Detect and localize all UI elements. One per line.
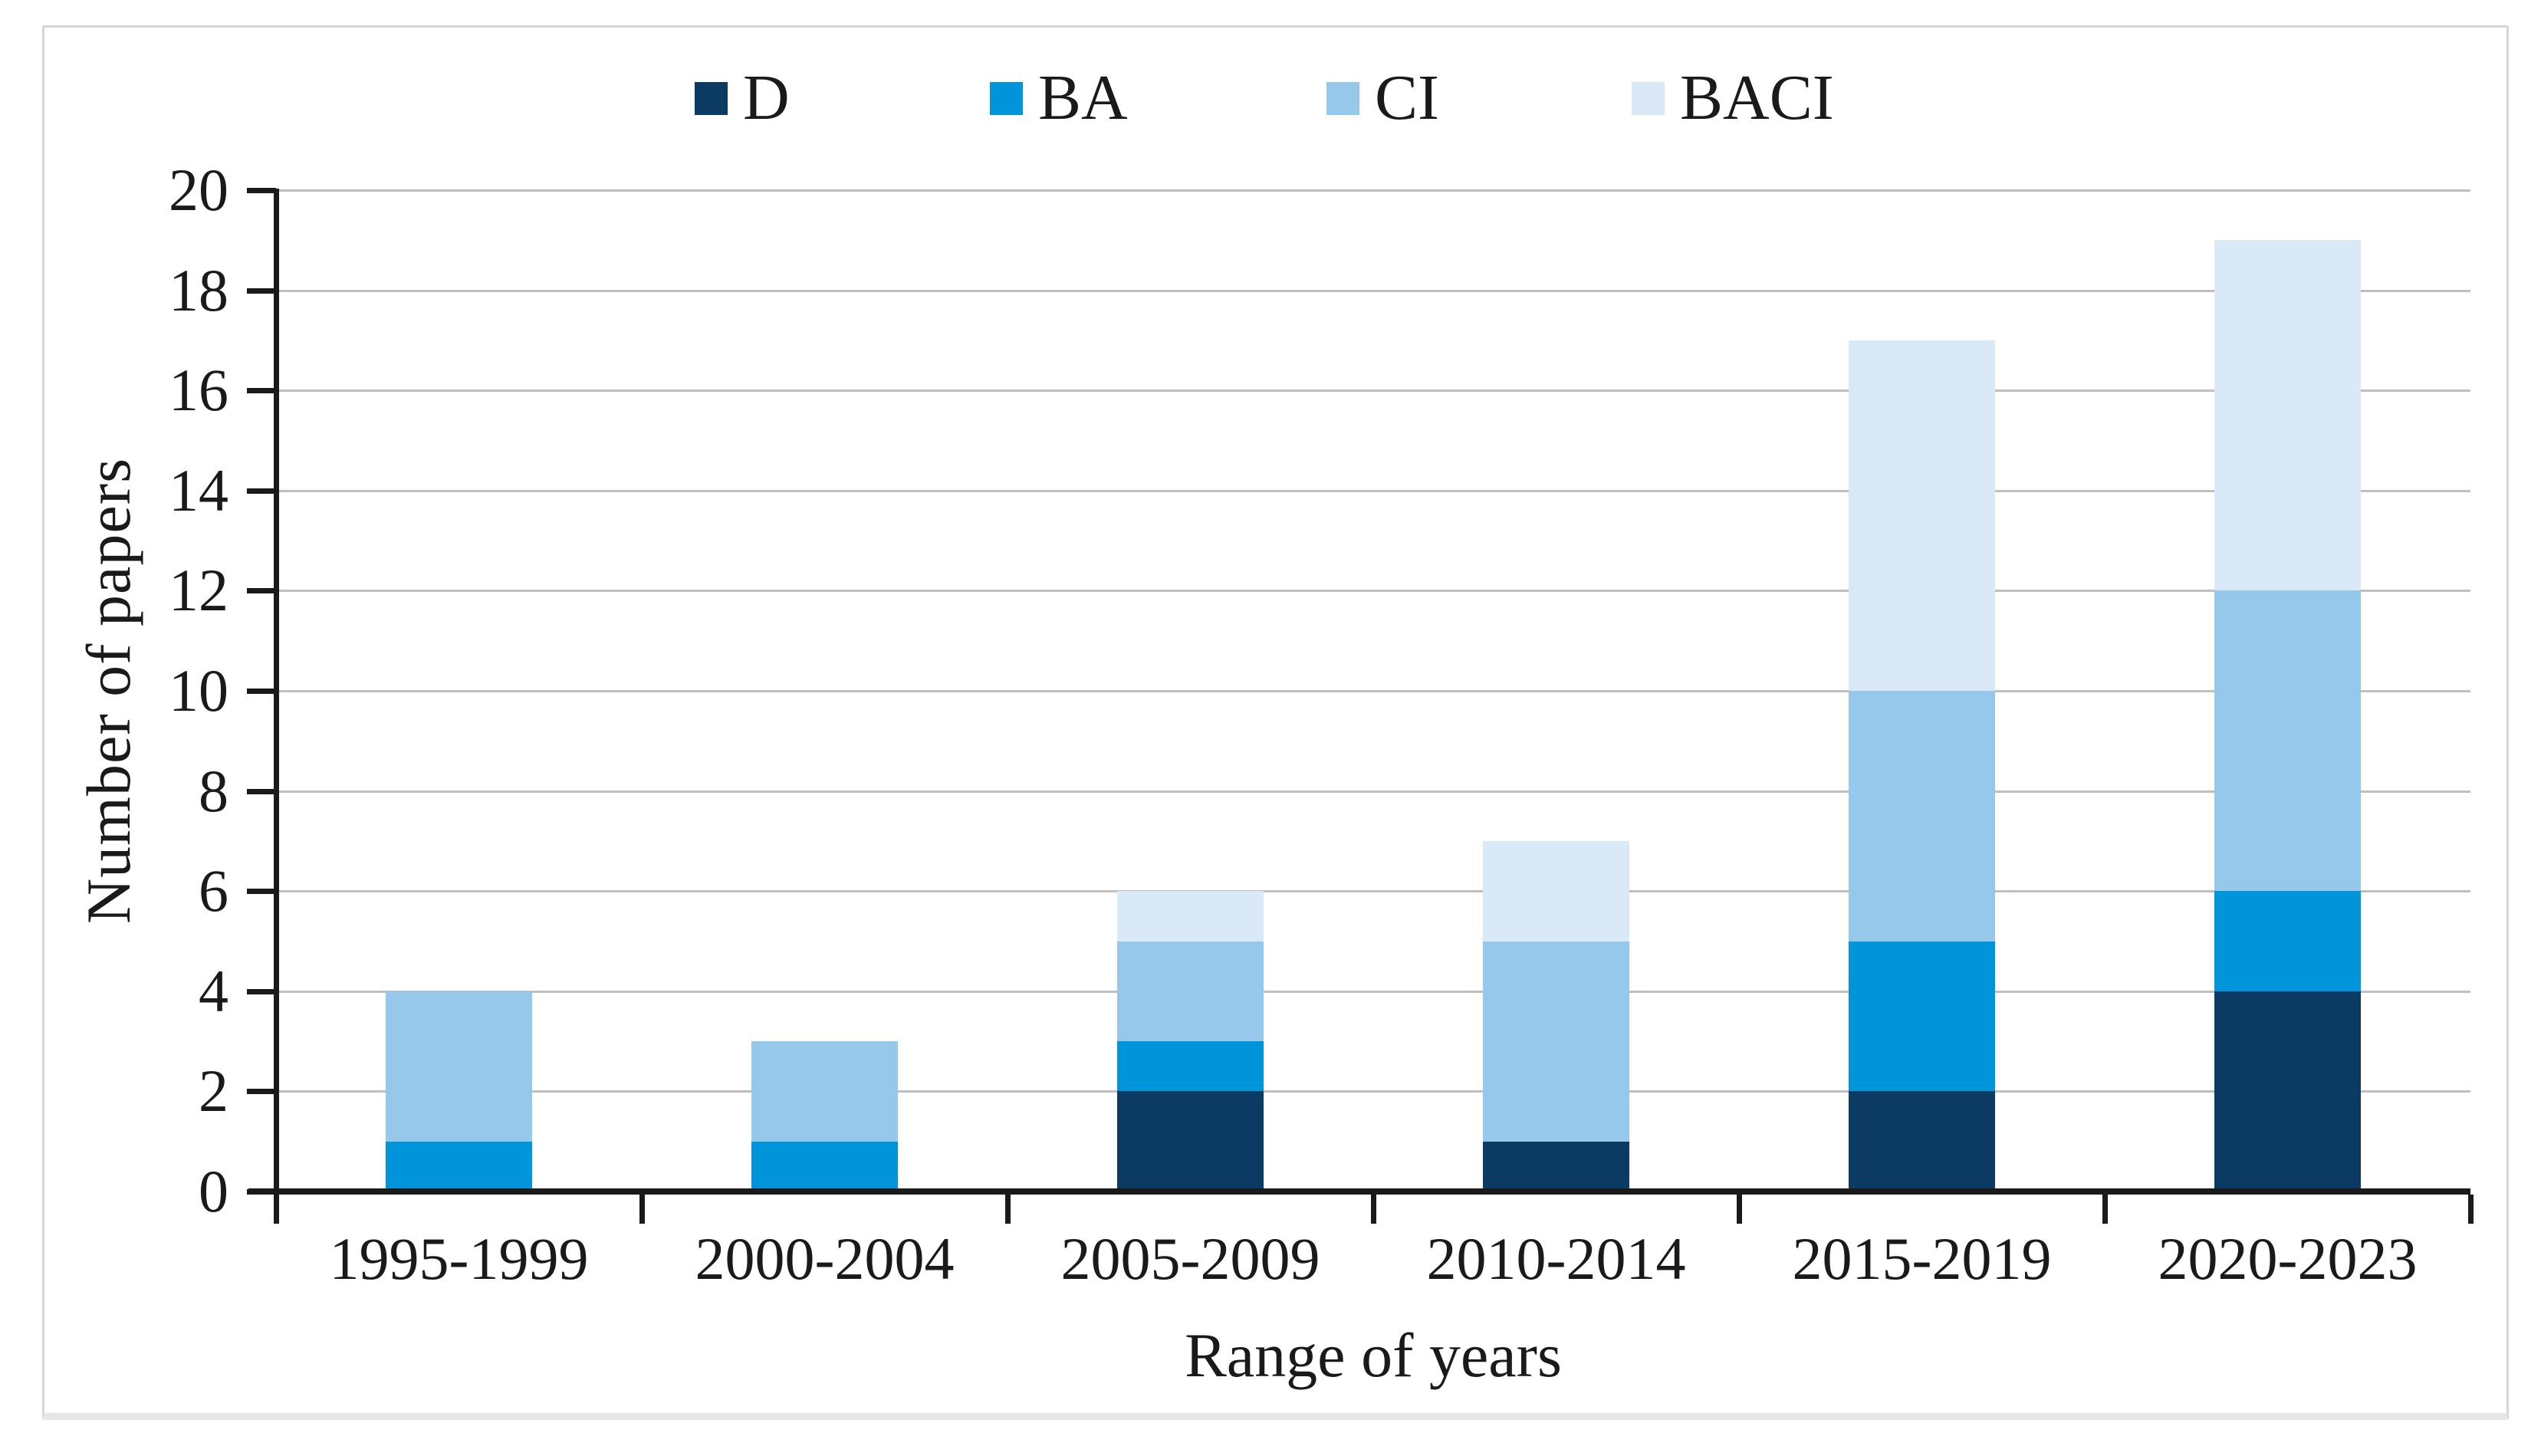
bar-segment-2010-2014-ci [1483, 941, 1629, 1142]
gridline-8 [276, 790, 2470, 793]
y-tick-label-0: 0 [199, 1158, 228, 1224]
y-axis-tick-12 [247, 588, 276, 594]
gridline-18 [276, 289, 2470, 292]
gridline-10 [276, 690, 2470, 692]
y-axis-tick-18 [247, 288, 276, 294]
gridline-16 [276, 389, 2470, 393]
category-label-2015-2019: 2015-2019 [1792, 1225, 2052, 1292]
legend-label-ba: BA [1038, 62, 1128, 133]
chart-card: D BA CI BACI Number of papers 0 2 4 6 8 10 12 14 16… [42, 25, 2509, 1420]
gridline-20 [276, 189, 2470, 192]
bar-segment-2000-2004-ci [751, 1041, 898, 1142]
y-axis-tick-2 [247, 1089, 276, 1095]
bar-slot-2010-2014 [1373, 190, 1739, 1191]
bar-1995-1999 [386, 190, 532, 1191]
gridline-12 [276, 590, 2470, 593]
y-axis-tick-10 [247, 689, 276, 694]
category-label-2000-2004: 2000-2004 [695, 1225, 955, 1292]
legend-item-ci: CI [1326, 58, 1439, 138]
bar-segment-2005-2009-ci [1117, 941, 1264, 1042]
y-tick-label-18: 18 [169, 256, 228, 324]
x-axis-title: Range of years [1185, 1320, 1562, 1390]
category-label-2010-2014: 2010-2014 [1426, 1225, 1686, 1292]
bar-segment-2015-2019-ba [1849, 941, 1995, 1092]
x-axis-tick-2 [1004, 1195, 1011, 1224]
x-axis-tick-0 [274, 1195, 279, 1224]
y-tick-label-10: 10 [169, 657, 228, 724]
y-axis-tick-4 [247, 988, 276, 994]
plot-area: 0 2 4 6 8 10 12 14 16 18 20 [169, 156, 2474, 1224]
bars-container [276, 190, 2470, 1191]
y-tick-label-12: 12 [169, 557, 228, 624]
y-tick-label-6: 6 [199, 857, 228, 925]
bar-2015-2019 [1849, 190, 1995, 1191]
category-label-2005-2009: 2005-2009 [1060, 1225, 1320, 1292]
bar-segment-2020-2023-d [2214, 991, 2361, 1191]
legend-label-ci: CI [1375, 62, 1439, 133]
bar-segment-2010-2014-d [1483, 1141, 1629, 1191]
gridline-2 [276, 1090, 2470, 1093]
legend-swatch-ba [990, 81, 1023, 115]
legend-swatch-ci [1326, 81, 1359, 115]
chart-legend: D BA CI BACI [44, 58, 2506, 138]
legend-item-ba: BA [990, 58, 1128, 138]
bar-slot-2015-2019 [1739, 190, 2105, 1191]
legend-item-baci: BACI [1632, 58, 1834, 138]
y-axis-tick-14 [247, 488, 276, 494]
bar-segment-2015-2019-baci [1849, 340, 1995, 692]
x-axis-tick-5 [2102, 1195, 2108, 1224]
y-tick-label-16: 16 [169, 357, 228, 424]
gridline-14 [276, 489, 2470, 492]
bar-segment-1995-1999-ci [386, 991, 532, 1142]
legend-item-d: D [695, 58, 790, 138]
bar-segment-2005-2009-ba [1117, 1041, 1264, 1092]
y-tick-label-20: 20 [169, 156, 228, 223]
gridline-4 [276, 990, 2470, 993]
bar-2020-2023 [2214, 190, 2361, 1191]
bar-segment-2005-2009-d [1117, 1091, 1264, 1191]
bar-slot-1995-1999 [276, 190, 642, 1191]
y-tick-label-14: 14 [169, 456, 228, 524]
category-label-1995-1999: 1995-1999 [329, 1225, 589, 1292]
bar-2000-2004 [751, 190, 898, 1191]
y-axis-tick-6 [247, 889, 276, 895]
bar-segment-1995-1999-ba [386, 1141, 532, 1191]
y-tick-label-4: 4 [199, 957, 228, 1024]
bar-segment-2015-2019-d [1849, 1091, 1995, 1191]
bar-2005-2009 [1117, 190, 1264, 1191]
bar-segment-2020-2023-ci [2214, 590, 2361, 892]
bar-slot-2005-2009 [1008, 190, 1373, 1191]
category-label-2020-2023: 2020-2023 [2158, 1225, 2418, 1292]
bar-slot-2020-2023 [2105, 190, 2470, 1191]
legend-swatch-d [695, 81, 728, 115]
bar-slot-2000-2004 [642, 190, 1008, 1191]
legend-swatch-baci [1632, 81, 1665, 115]
bar-segment-2020-2023-baci [2214, 240, 2361, 591]
bar-segment-2015-2019-ci [1849, 691, 1995, 942]
bar-segment-2010-2014-baci [1483, 840, 1629, 942]
bar-segment-2000-2004-ba [751, 1141, 898, 1191]
bar-segment-2020-2023-ba [2214, 891, 2361, 991]
x-axis-tick-1 [639, 1195, 645, 1224]
y-tick-label-8: 8 [199, 757, 228, 824]
x-axis-tick-4 [1736, 1195, 1742, 1224]
x-axis-tick-6 [2468, 1195, 2474, 1224]
legend-label-d: D [743, 62, 790, 133]
legend-label-baci: BACI [1680, 62, 1834, 133]
bar-2010-2014 [1483, 190, 1629, 1191]
y-axis-line [274, 189, 279, 1221]
bar-segment-2005-2009-baci [1117, 891, 1264, 942]
x-axis-line [248, 1188, 2470, 1195]
y-axis-tick-16 [247, 388, 276, 394]
x-axis-category-labels: 1995-1999 2000-2004 2005-2009 2010-2014 2015… [276, 1221, 2470, 1297]
x-axis-tick-3 [1371, 1195, 1376, 1224]
y-axis-tick-8 [247, 788, 276, 794]
gridline-6 [276, 890, 2470, 893]
y-axis-tick-20 [247, 188, 276, 193]
y-tick-label-2: 2 [199, 1057, 228, 1125]
